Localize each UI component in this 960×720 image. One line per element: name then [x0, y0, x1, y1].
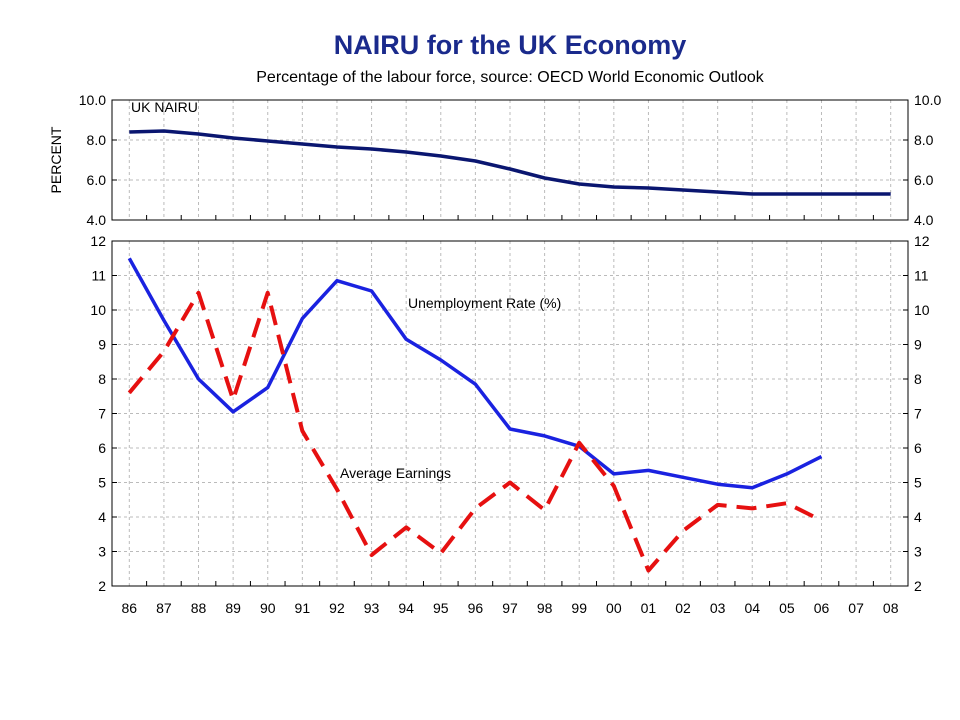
xtick-label: 98 [537, 600, 553, 616]
series-lines [127, 129, 891, 573]
tick-labels: 4.0 4.06.0 6.08.0 8.010.0 10.02 23 34 45 56 67 78 8… [79, 92, 942, 616]
top-ytick-label-right: 8.0 [914, 132, 934, 148]
xtick-label: 06 [814, 600, 830, 616]
xtick-label: 91 [295, 600, 311, 616]
axis-ticks [111, 99, 909, 587]
bottom-ytick-label-left: 9 [98, 337, 106, 353]
bottom-ytick-label-left: 8 [98, 371, 106, 387]
bottom-ytick-label-right: 2 [914, 578, 922, 594]
bottom-ytick-label-right: 9 [914, 337, 922, 353]
xtick-label: 01 [641, 600, 657, 616]
xtick-label: 90 [260, 600, 276, 616]
chart-title: NAIRU for the UK Economy [333, 30, 687, 60]
series-line-average-earnings [127, 290, 823, 573]
top-ytick-label-left: 10.0 [79, 92, 106, 108]
bottom-ytick-label-left: 5 [98, 475, 106, 491]
xtick-label: 99 [571, 600, 587, 616]
top-panel-grid [112, 100, 908, 220]
xtick-label: 03 [710, 600, 726, 616]
bottom-ytick-label-left: 6 [98, 440, 106, 456]
xtick-label: 04 [744, 600, 760, 616]
bottom-ytick-label-left: 11 [91, 268, 106, 284]
bottom-ytick-label-right: 4 [914, 509, 922, 525]
bottom-ytick-label-right: 10 [914, 302, 930, 318]
series-line-uk-nairu [129, 129, 891, 196]
top-panel-frame [111, 99, 909, 221]
bottom-ytick-label-right: 3 [914, 544, 922, 560]
top-ytick-label-right: 10.0 [914, 92, 941, 108]
bottom-ytick-label-left: 3 [98, 544, 106, 560]
bottom-ytick-label-right: 5 [914, 475, 922, 491]
top-ytick-label-left: 4.0 [87, 212, 107, 228]
series-line-unemployment-rate [127, 257, 823, 490]
bottom-ytick-label-left: 2 [98, 578, 106, 594]
bottom-ytick-label-right: 11 [914, 268, 929, 284]
top-ytick-label-right: 6.0 [914, 172, 934, 188]
bottom-ytick-label-right: 12 [914, 233, 930, 249]
top-ytick-label-left: 6.0 [87, 172, 107, 188]
top-ytick-label-left: 8.0 [87, 132, 107, 148]
xtick-label: 87 [156, 600, 172, 616]
xtick-label: 05 [779, 600, 795, 616]
bottom-ytick-label-right: 8 [914, 371, 922, 387]
bottom-ytick-label-left: 10 [90, 302, 106, 318]
bottom-ytick-label-right: 7 [914, 406, 922, 422]
bottom-panel-grid [112, 241, 908, 586]
xtick-label: 08 [883, 600, 899, 616]
xtick-label: 89 [225, 600, 241, 616]
xtick-label: 94 [398, 600, 414, 616]
xtick-label: 97 [502, 600, 518, 616]
xtick-label: 92 [329, 600, 345, 616]
xtick-label: 02 [675, 600, 691, 616]
xtick-label: 95 [433, 600, 449, 616]
legend-average-earnings: Average Earnings [340, 465, 451, 481]
chart-subtitle: Percentage of the labour force, source: … [256, 69, 764, 86]
xtick-label: 96 [468, 600, 484, 616]
bottom-ytick-label-left: 12 [90, 233, 106, 249]
xtick-label: 86 [122, 600, 138, 616]
top-ytick-label-right: 4.0 [914, 212, 934, 228]
bottom-ytick-label-left: 4 [98, 509, 106, 525]
xtick-label: 07 [848, 600, 864, 616]
top-panel-ylabel: PERCENT [48, 126, 64, 193]
bottom-ytick-label-left: 7 [98, 406, 106, 422]
legend-unemployment-rate: Unemployment Rate (%) [408, 295, 561, 311]
bottom-ytick-label-right: 6 [914, 440, 922, 456]
legend-uk-nairu: UK NAIRU [131, 99, 198, 115]
xtick-label: 88 [191, 600, 207, 616]
xtick-label: 00 [606, 600, 622, 616]
xtick-label: 93 [364, 600, 380, 616]
